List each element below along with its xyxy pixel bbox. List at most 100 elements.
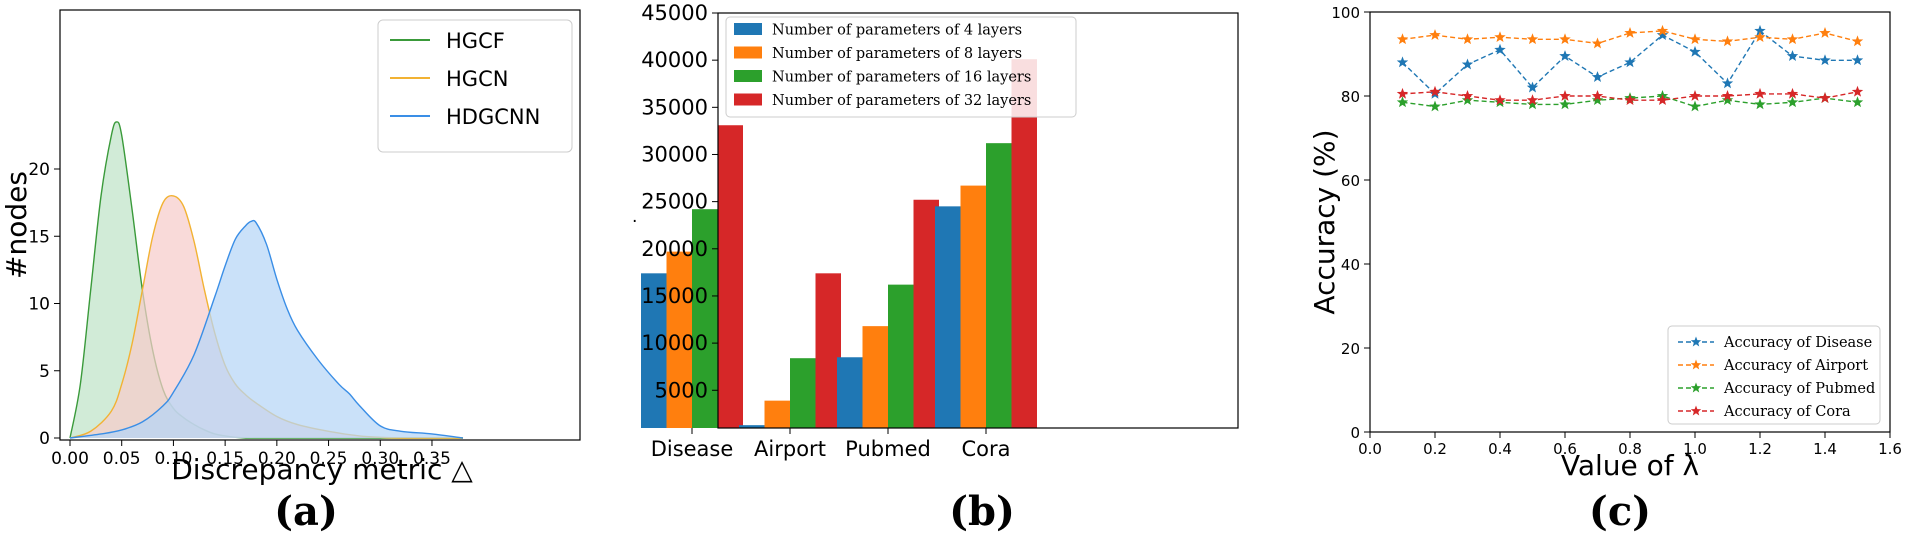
point-pubmed [1591, 94, 1604, 106]
point-airport [1689, 33, 1701, 45]
point-pubmed [1754, 98, 1766, 110]
point-disease [1494, 43, 1506, 55]
point-cora [1396, 87, 1409, 99]
x-tick-label: 0.25 [310, 449, 348, 469]
category-label: Airport [754, 437, 826, 461]
point-cora [1786, 87, 1799, 99]
chart-a-panel-label: (a) [274, 488, 338, 533]
line-hdgcnn [69, 219, 464, 439]
x-tick-label: 1.6 [1878, 440, 1902, 458]
bar-airport-32-layers [815, 273, 841, 428]
point-pubmed [1559, 98, 1571, 110]
bar-airport-4-layers [739, 425, 765, 428]
legend-swatch [734, 23, 762, 35]
x-tick-label: 0.2 [1423, 440, 1447, 458]
bar-pubmed-8-layers [862, 326, 888, 428]
point-cora [1559, 90, 1571, 101]
legend-marker-airport [1690, 359, 1702, 370]
y-tick-label: 45000 [641, 1, 708, 25]
y-tick-label: 60 [1341, 172, 1360, 190]
chart-b-panel-label: (b) [949, 488, 1015, 533]
y-tick-label: 10000 [641, 331, 708, 355]
y-tick-label: 40 [1341, 256, 1360, 274]
point-disease [1396, 56, 1409, 68]
legend-label-cora: Accuracy of Cora [1723, 404, 1851, 420]
x-tick-label: 0.05 [103, 449, 141, 469]
legend-label-hdgcnn: HDGCNN [446, 105, 540, 129]
chart-c: 0.0 0.2 0.4 0.6 0.8 1.0 1.2 1.4 1.6020406080100 … [1308, 4, 1902, 533]
y-tick-label: 20 [1341, 340, 1360, 358]
point-airport [1851, 35, 1864, 47]
point-airport [1429, 29, 1441, 40]
y-tick-label: 30000 [641, 142, 708, 166]
series-line-airport [1402, 30, 1858, 45]
y-tick-label: 10 [28, 295, 50, 315]
y-tick-label: 25000 [641, 190, 708, 214]
chart-a-legend: HGCF HGCN HDGCNN [377, 19, 573, 153]
legend-marker-cora [1690, 405, 1702, 416]
y-tick-label: 35000 [641, 95, 708, 119]
bar-disease-32-layers [717, 125, 743, 429]
chart-a-xlabel: Discrepancy metric △ [171, 453, 473, 486]
chart-a-frame [59, 9, 581, 441]
legend-swatch [734, 93, 762, 106]
point-cora [1851, 85, 1864, 97]
x-tick-label: 0.30 [361, 449, 399, 469]
point-disease [1689, 45, 1701, 57]
chart-c-xlabel: Value of λ [1561, 449, 1699, 482]
x-tick-label: 0.00 [51, 449, 89, 469]
point-airport [1624, 27, 1636, 38]
point-disease [1624, 56, 1636, 68]
y-tick-label: 0 [1350, 424, 1360, 442]
point-cora [1526, 94, 1539, 106]
point-airport [1591, 37, 1604, 49]
bar-cora-4-layers [935, 206, 961, 428]
point-cora [1656, 94, 1669, 106]
point-pubmed [1429, 100, 1441, 112]
category-label: Disease [651, 437, 734, 461]
y-tick-label: 15000 [641, 284, 708, 308]
bar-airport-16-layers [790, 358, 816, 428]
bar-disease-8-layers [666, 251, 692, 429]
bar-pubmed-4-layers [837, 357, 863, 428]
bar-pubmed-16-layers [888, 284, 914, 428]
area-hgcn [70, 195, 463, 439]
chart-a: 0.00 0.05 0.10 0.15 0.20 0.25 0.30 0.35 0 5 10 15 20… [0, 9, 581, 533]
y-tick-label: 5000 [655, 378, 708, 402]
chart-b-stray-mark: . [632, 207, 637, 227]
point-cora [1429, 85, 1441, 97]
chart-a-ylabel: #nodes [0, 171, 33, 279]
point-cora [1721, 90, 1734, 101]
legend-marker-pubmed [1690, 382, 1702, 393]
bar-disease-16-layers [692, 209, 718, 428]
x-tick-label: 0.0 [1358, 440, 1382, 458]
point-airport [1559, 33, 1571, 45]
y-tick-label: 0 [39, 429, 50, 449]
area-hgcf [70, 121, 463, 439]
legend-label: Number of parameters of 8 layers [772, 46, 1022, 62]
category-label: Pubmed [845, 437, 931, 461]
legend-swatch [734, 46, 762, 59]
point-cora [1591, 90, 1604, 101]
point-pubmed [1721, 94, 1734, 106]
bar-pubmed-32-layers [913, 199, 939, 428]
point-disease [1819, 54, 1831, 66]
legend-label-airport: Accuracy of Airport [1723, 358, 1868, 374]
y-tick-label: 20 [28, 160, 50, 180]
x-tick-label: 0.35 [413, 449, 451, 469]
bar-disease-4-layers [641, 273, 667, 428]
point-airport [1721, 35, 1734, 47]
point-cora [1754, 87, 1766, 99]
point-disease [1786, 50, 1799, 61]
point-pubmed [1689, 100, 1701, 112]
point-airport [1461, 33, 1474, 45]
x-tick-label: 0.20 [258, 449, 296, 469]
point-airport [1656, 24, 1669, 36]
legend-label-hgcf: HGCF [446, 29, 505, 53]
point-pubmed [1526, 98, 1539, 110]
x-tick-label: 0.8 [1618, 440, 1642, 458]
chart-b: Disease Airport Pubmed Cora 5000 10000 15000 20… [632, 1, 1239, 533]
y-tick-label: 5 [39, 362, 50, 382]
point-airport [1786, 33, 1799, 45]
